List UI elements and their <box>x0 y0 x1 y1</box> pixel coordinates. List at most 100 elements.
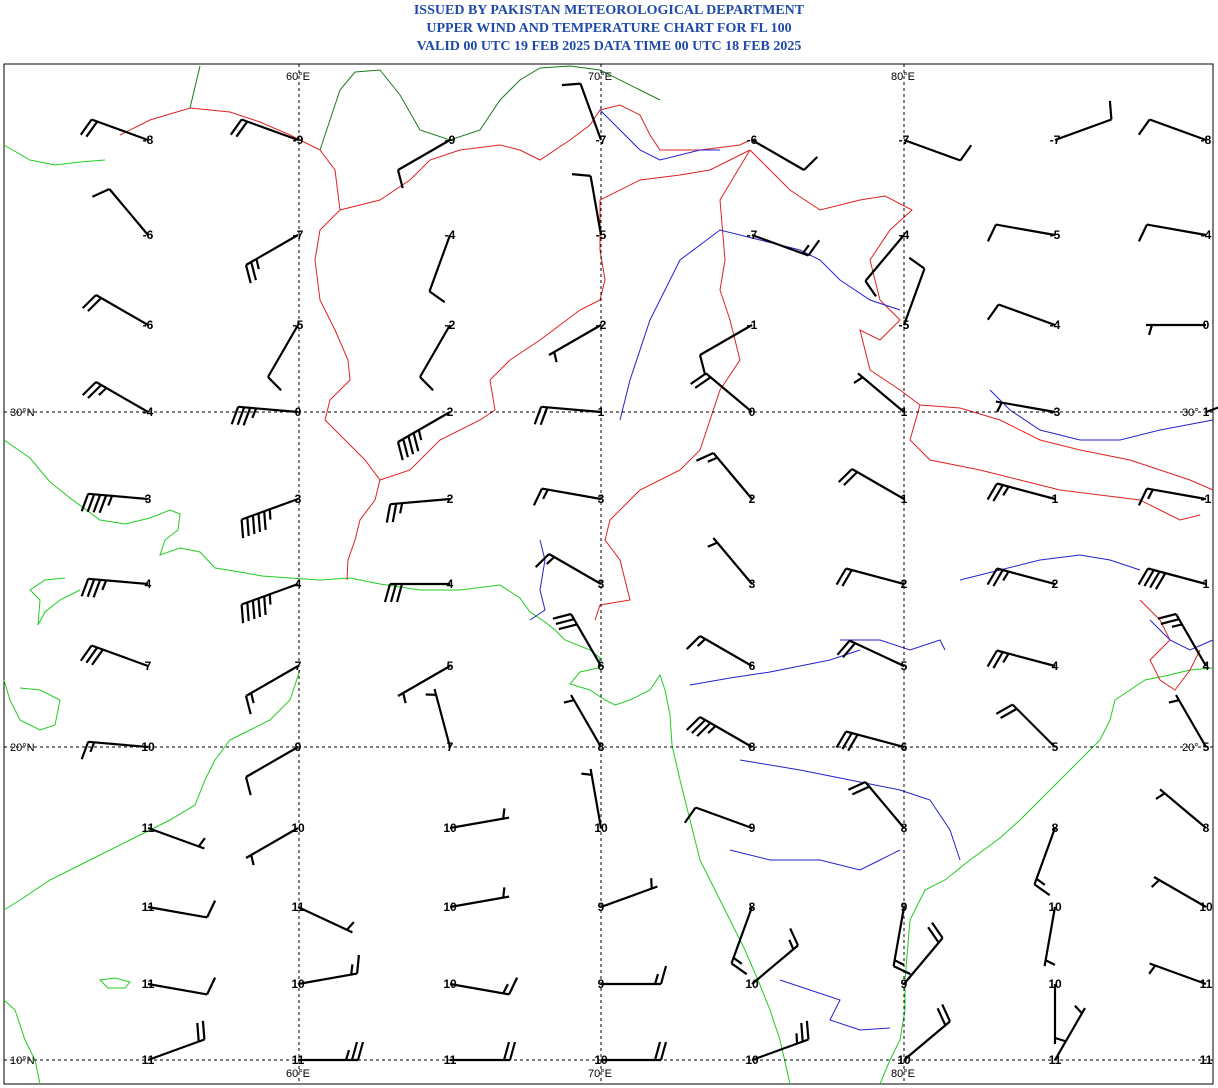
station-plot: 8 <box>1033 821 1059 897</box>
wind-staff <box>245 746 299 778</box>
wind-barb-half <box>563 699 575 704</box>
wind-barb-half <box>250 692 255 704</box>
temperature-label: -4 <box>1201 228 1212 242</box>
wind-staff <box>390 497 451 506</box>
temperature-label: 3 <box>749 577 756 591</box>
station-plot: 9 <box>683 806 756 835</box>
station-plot: 10 <box>1048 977 1066 1044</box>
temperature-label: 0 <box>749 405 756 419</box>
station-plot: -5 <box>571 173 607 242</box>
chart-title: UPPER WIND AND TEMPERATURE CHART FOR FL … <box>426 21 792 36</box>
lon-label-top-80e: 80°E <box>891 71 915 83</box>
border-afghanistan-north <box>339 104 751 211</box>
wind-barb-full <box>257 598 262 618</box>
station-plot: 8 <box>730 900 756 976</box>
station-plot: 10 <box>443 977 519 996</box>
wind-barb-full <box>691 719 706 734</box>
temperature-label: 10 <box>291 977 305 991</box>
station-plot: 9 <box>901 921 944 991</box>
wind-barb-full <box>1143 569 1155 587</box>
wind-staff <box>541 487 602 501</box>
temperature-label: -7 <box>596 133 607 147</box>
wind-barb-full <box>86 493 96 513</box>
wind-barb-full <box>1157 612 1177 620</box>
wind-barb-half <box>101 579 108 591</box>
temperature-label: 11 <box>142 977 155 991</box>
station-plot: 10 <box>594 1041 668 1067</box>
wind-staff <box>1149 118 1207 142</box>
wind-staff <box>541 405 602 414</box>
temperature-label: -7 <box>899 133 910 147</box>
wind-staff <box>751 139 805 171</box>
station-plot: -7 <box>1050 100 1113 147</box>
wind-barb-full <box>267 376 282 392</box>
temperature-label: -9 <box>445 133 456 147</box>
wind-barb-full <box>91 648 104 666</box>
temperature-label: 10 <box>1048 977 1062 991</box>
wind-barb-full <box>836 639 851 656</box>
station-plot: 1 <box>853 372 908 419</box>
temperature-label: 11 <box>292 900 305 914</box>
temperature-label: 11 <box>142 821 155 835</box>
station-plot: -7 <box>561 82 607 147</box>
station-plot: 11 <box>142 1020 206 1067</box>
temperature-label: 9 <box>598 977 605 991</box>
wind-barb-half <box>402 692 407 704</box>
wind-barb-full <box>841 732 853 750</box>
temperature-label: 9 <box>598 900 605 914</box>
wind-staff <box>88 740 149 749</box>
wind-staff <box>245 234 299 266</box>
temperature-label: 4 <box>295 577 302 591</box>
temperature-label: -7 <box>293 228 304 242</box>
wind-staff <box>751 944 799 985</box>
wind-barb-half <box>581 772 592 776</box>
coastline-iran-gulf <box>3 439 791 1085</box>
temperature-label: 9 <box>901 977 908 991</box>
wind-staff <box>428 234 452 292</box>
station-plot: 8 <box>563 694 605 754</box>
temperature-label: -2 <box>596 318 607 332</box>
wind-barb-full <box>1154 572 1167 590</box>
wind-barb-half <box>255 258 260 270</box>
station-plot: 8 <box>847 781 908 835</box>
temperature-label: 1 <box>598 405 605 419</box>
station-plot: 10 <box>80 740 155 760</box>
station-plot: 6 <box>835 730 908 754</box>
wind-barb-full <box>941 1003 951 1022</box>
temperature-label: 7 <box>295 659 302 673</box>
temperature-label: 1 <box>1203 577 1210 591</box>
river-ganges <box>689 639 961 871</box>
wind-staff <box>297 906 353 934</box>
temperature-label: 10 <box>141 740 155 754</box>
temperature-label: -1 <box>1201 492 1212 506</box>
wind-barb-full <box>847 781 866 791</box>
station-plot: 10 <box>443 808 510 835</box>
temperature-label: 8 <box>749 740 756 754</box>
temperature-label: 10 <box>897 1053 911 1067</box>
station-plot: 10 <box>581 768 608 835</box>
station-plot: 10 <box>1043 900 1062 967</box>
station-plot: 2 <box>396 405 454 461</box>
wind-barb-half <box>653 973 660 985</box>
wind-staff <box>903 138 961 162</box>
lon-label-bottom-80e: 80°E <box>891 1068 915 1080</box>
temperature-label: -8 <box>143 133 154 147</box>
temperature-label: 4 <box>1203 659 1210 673</box>
station-plot: 11 <box>142 900 217 919</box>
temperature-label: 11 <box>1200 1053 1213 1067</box>
wind-staff <box>245 827 299 859</box>
internal-border-central-asia <box>189 65 661 151</box>
wind-staff <box>95 294 149 326</box>
wind-staff <box>238 405 299 414</box>
wind-barb-full <box>694 376 712 389</box>
wind-barb-full <box>837 468 853 483</box>
temperature-label: 8 <box>1052 821 1059 835</box>
wind-barb-full <box>1160 618 1180 625</box>
geography-layer <box>3 65 1214 1085</box>
wind-staff <box>695 806 753 830</box>
temperature-label: 11 <box>142 900 155 914</box>
station-plot: -4 <box>864 228 910 298</box>
wind-barb-full <box>685 716 701 731</box>
temperature-label: 8 <box>901 821 908 835</box>
